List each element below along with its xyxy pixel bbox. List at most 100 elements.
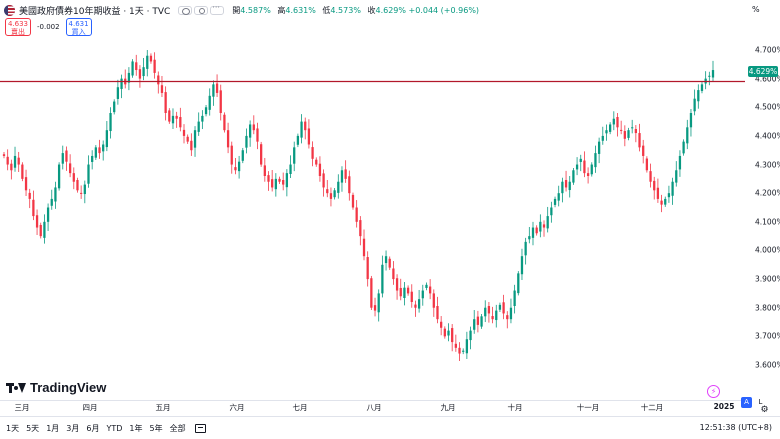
ohlc-high-key: 高	[277, 5, 286, 15]
candle-body	[267, 175, 270, 182]
symbol-title[interactable]: 美國政府債券10年期收益 · 1天 · TVC	[19, 6, 171, 17]
candle-body	[664, 198, 667, 205]
gear-icon[interactable]: ⚙	[760, 405, 769, 415]
candle-body	[546, 216, 549, 229]
range-1d[interactable]: 1天	[6, 423, 20, 433]
lightning-icon[interactable]: ⚡	[707, 385, 720, 398]
range-all[interactable]: 全部	[169, 423, 186, 433]
candle-body	[241, 150, 244, 161]
candle-body	[245, 135, 248, 148]
candle-body	[164, 92, 167, 113]
price-axis-label: 4.300%	[755, 160, 780, 170]
candle-body	[428, 286, 432, 294]
candle-body	[656, 187, 660, 199]
clock-readout[interactable]: 12:51:38 (UTC+8)	[699, 423, 772, 432]
candle-body	[146, 55, 149, 69]
log-scale-button[interactable]: L	[758, 398, 763, 406]
buy-button[interactable]: 4.631 買入	[65, 18, 92, 36]
candle-body	[98, 147, 101, 154]
price-chart[interactable]	[0, 0, 745, 400]
candle-body	[388, 258, 391, 268]
time-axis-label: 十月	[507, 403, 523, 412]
candle-body	[226, 130, 230, 148]
candle-body	[520, 256, 524, 275]
candle-body	[443, 328, 446, 337]
time-axis-label: 2025	[713, 402, 735, 411]
candle-body	[711, 70, 715, 78]
ohlc-values: 開4.587% 高4.631% 低4.573% 收4.629% +0.044 (…	[232, 5, 483, 16]
ohlc-close-key: 收	[367, 5, 376, 15]
time-axis-label: 八月	[366, 403, 382, 412]
price-axis-label: 3.600%	[755, 360, 780, 370]
candle-body	[509, 307, 513, 320]
candle-body	[322, 173, 325, 188]
candle-body	[263, 165, 266, 176]
candle-body	[91, 155, 94, 162]
candle-body	[76, 180, 79, 191]
range-6m[interactable]: 6月	[86, 423, 100, 433]
time-axis-label: 十二月	[640, 403, 664, 412]
candle-body	[248, 124, 252, 138]
candle-body	[215, 83, 219, 93]
candle-body	[575, 164, 579, 170]
candle-body	[553, 198, 557, 205]
candle-body	[271, 179, 274, 188]
candle-body	[366, 257, 369, 280]
candle-body	[359, 220, 362, 237]
symbol-legend: 美國政府債券10年期收益 · 1天 · TVC 開4.587% 高4.631% …	[4, 3, 483, 17]
sell-button[interactable]: 4.633 賣出	[5, 18, 31, 36]
more-icon[interactable]	[210, 3, 225, 15]
candle-body	[678, 155, 682, 170]
ohlc-close-value: 4.629% +0.044 (+0.96%)	[375, 5, 480, 15]
time-axis-label: 五月	[155, 403, 171, 412]
eye-icon[interactable]	[178, 5, 193, 15]
candle-body	[564, 180, 568, 188]
candle-body	[414, 304, 417, 308]
candle-body	[204, 107, 208, 115]
range-ytd[interactable]: YTD	[106, 423, 123, 433]
axis-corner-buttons: A L	[741, 397, 766, 408]
candle-body	[620, 129, 623, 131]
range-1y[interactable]: 1年	[129, 423, 143, 433]
time-axis[interactable]	[0, 400, 745, 416]
candle-body	[362, 238, 366, 257]
candle-body	[160, 85, 164, 93]
range-5y[interactable]: 5年	[149, 423, 163, 433]
candle-body	[642, 145, 645, 156]
candle-body	[436, 306, 439, 320]
candle-body	[660, 200, 663, 205]
candle-body	[627, 130, 630, 138]
auto-scale-button[interactable]: A	[741, 397, 752, 408]
candle-body	[304, 121, 307, 131]
candle-body	[583, 160, 586, 174]
candle-body	[631, 127, 634, 129]
candle-body	[447, 330, 450, 336]
candle-body	[370, 278, 373, 308]
candle-body	[120, 78, 123, 89]
candle-body	[57, 164, 61, 189]
candle-body	[616, 117, 619, 128]
candle-body	[182, 129, 186, 136]
candle-body	[61, 153, 64, 164]
candle-body	[432, 293, 435, 308]
candle-body	[351, 194, 355, 208]
candle-body	[54, 187, 57, 202]
range-3m[interactable]: 3月	[66, 423, 80, 433]
candle-body	[465, 339, 469, 354]
time-axis-label: 六月	[229, 403, 245, 412]
candle-body	[72, 173, 75, 182]
candle-body	[300, 121, 303, 138]
tradingview-logo[interactable]: TradingView	[6, 380, 106, 395]
settings-icon[interactable]	[194, 5, 209, 15]
candle-body	[28, 192, 31, 199]
candle-body	[68, 163, 72, 174]
range-1m[interactable]: 1月	[46, 423, 60, 433]
candle-body	[645, 158, 649, 171]
calendar-icon[interactable]	[194, 423, 206, 433]
range-5d[interactable]: 5天	[26, 423, 40, 433]
candle-body	[315, 159, 318, 165]
ohlc-high-value: 4.631%	[285, 5, 316, 15]
ohlc-low-key: 低	[322, 5, 331, 15]
candle-body	[348, 176, 351, 194]
candle-body	[329, 193, 333, 199]
